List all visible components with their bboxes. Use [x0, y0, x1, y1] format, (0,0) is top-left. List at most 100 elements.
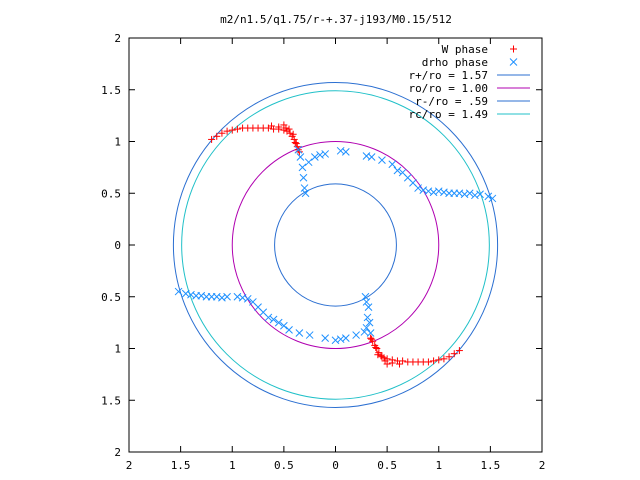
drho-phase-point — [187, 290, 195, 299]
drho-phase-point — [440, 188, 448, 197]
drho-phase-point — [264, 313, 273, 322]
legend-marker-sample — [510, 45, 517, 53]
y-tick-label: 0.5 — [101, 291, 121, 304]
w-phase-point — [383, 360, 391, 368]
reference-circles — [172, 82, 499, 408]
drho-phase-point — [238, 293, 247, 302]
w-phase-point — [372, 343, 380, 351]
drho-phase-point — [450, 189, 459, 198]
drho-phase-point — [301, 189, 310, 198]
y-tick-label: 1 — [114, 136, 121, 149]
drho-phase-point — [294, 145, 303, 154]
drho-phase-point — [336, 335, 345, 344]
w-phase-point — [291, 139, 299, 147]
w-phase-point — [388, 359, 396, 367]
y-tick-label: 2 — [114, 446, 121, 459]
drho-phase-point — [424, 187, 433, 196]
legend-label: drho phase — [422, 56, 488, 69]
drho-phase-point — [362, 323, 371, 332]
drho-phase-point — [388, 160, 397, 169]
y-tick-label: 1 — [114, 343, 121, 356]
w-phase-point — [290, 135, 298, 143]
x-tick-label: 0.5 — [274, 459, 294, 472]
drho-phase-point — [460, 190, 469, 199]
w-phase-point — [213, 132, 221, 140]
x-tick-label: 2 — [539, 459, 546, 472]
drho-phase-point — [336, 146, 345, 155]
drho-phase-point — [321, 334, 330, 343]
legend-label: W phase — [442, 43, 488, 56]
w-phase-point — [275, 123, 283, 131]
drho-phase-point — [295, 329, 304, 337]
x-tick-label: 1 — [229, 459, 236, 472]
legend-label: ro/ro = 1.00 — [409, 82, 488, 95]
drho-phase-point — [274, 318, 283, 327]
x-tick-label: 1.5 — [171, 459, 191, 472]
drho-phase-point — [174, 287, 183, 296]
drho-phase-point — [352, 331, 361, 339]
drho-phase-point — [207, 292, 216, 301]
x-tick-label: 0.5 — [377, 459, 397, 472]
w-phase-point — [233, 125, 241, 133]
drho-phase-point — [223, 292, 231, 301]
drho-phase-point — [341, 334, 350, 343]
w-phase-point — [368, 335, 376, 343]
drho-phase-point — [434, 187, 443, 196]
legend-label: r-/ro = .59 — [415, 95, 488, 108]
legend-label: r+/ro = 1.57 — [409, 69, 488, 82]
w-phase-point — [280, 121, 288, 129]
drho-phase-point — [366, 329, 375, 337]
drho-phase-point — [269, 315, 278, 324]
w-phase-point — [295, 148, 303, 156]
w-phase-point — [285, 125, 293, 133]
circle-series — [172, 82, 499, 408]
drho-phase-point — [429, 188, 438, 197]
w-phase-point — [267, 122, 275, 130]
drho-phase-point — [362, 152, 371, 160]
y-tick-label: 0 — [114, 239, 121, 252]
circle-series — [181, 90, 490, 400]
x-tick-label: 1 — [435, 459, 442, 472]
drho-phase-point — [367, 153, 376, 161]
w-phase-point — [289, 130, 297, 138]
w-phase-point — [228, 126, 236, 134]
x-tick-label: 2 — [126, 459, 133, 472]
drho-phase-point — [341, 147, 350, 156]
y-tick-label: 1.5 — [101, 394, 121, 407]
drho-phase-point — [488, 194, 497, 203]
legend-marker-sample — [509, 58, 518, 66]
y-tick-label: 2 — [114, 32, 121, 45]
drho-phase-point — [298, 163, 307, 172]
w-phase-point — [435, 356, 443, 364]
y-tick-label: 0.5 — [101, 187, 121, 200]
w-phase-point — [378, 353, 386, 361]
drho-phase-point — [285, 326, 293, 334]
drho-phase-point — [393, 166, 402, 175]
drho-phase-point — [331, 336, 340, 345]
x-tick-label: 1.5 — [480, 459, 500, 472]
w-phase-point — [218, 129, 226, 137]
x-tick-label: 0 — [332, 459, 339, 472]
drho-phase-point — [181, 289, 190, 298]
y-tick-label: 1.5 — [101, 84, 121, 97]
axis-ticks: 2 1.5 1 0.5 0 0.5 1 1.5 221.510.500.511.52 — [101, 32, 545, 472]
circle-series — [274, 183, 397, 307]
circle-series — [231, 141, 440, 349]
drho-phase-point — [361, 292, 370, 301]
drho-phase-point — [360, 328, 369, 336]
drho-phase-point — [471, 191, 479, 200]
drho-phase-point — [378, 156, 386, 164]
chart-title: m2/n1.5/q1.75/r-+.37-j193/M0.15/512 — [220, 13, 452, 26]
drho-phase-point — [197, 291, 206, 300]
w-phase-point — [430, 357, 438, 365]
drho-phase-point — [414, 184, 422, 192]
w-phase-point — [450, 350, 458, 358]
w-phase-point — [367, 334, 375, 342]
w-phase-point — [292, 140, 300, 148]
drho-phase-point — [484, 192, 493, 201]
drho-phase-point — [233, 292, 242, 301]
drho-phase-point — [280, 321, 288, 330]
drho-phase-point — [310, 153, 319, 161]
drho-phase-point — [296, 153, 305, 161]
